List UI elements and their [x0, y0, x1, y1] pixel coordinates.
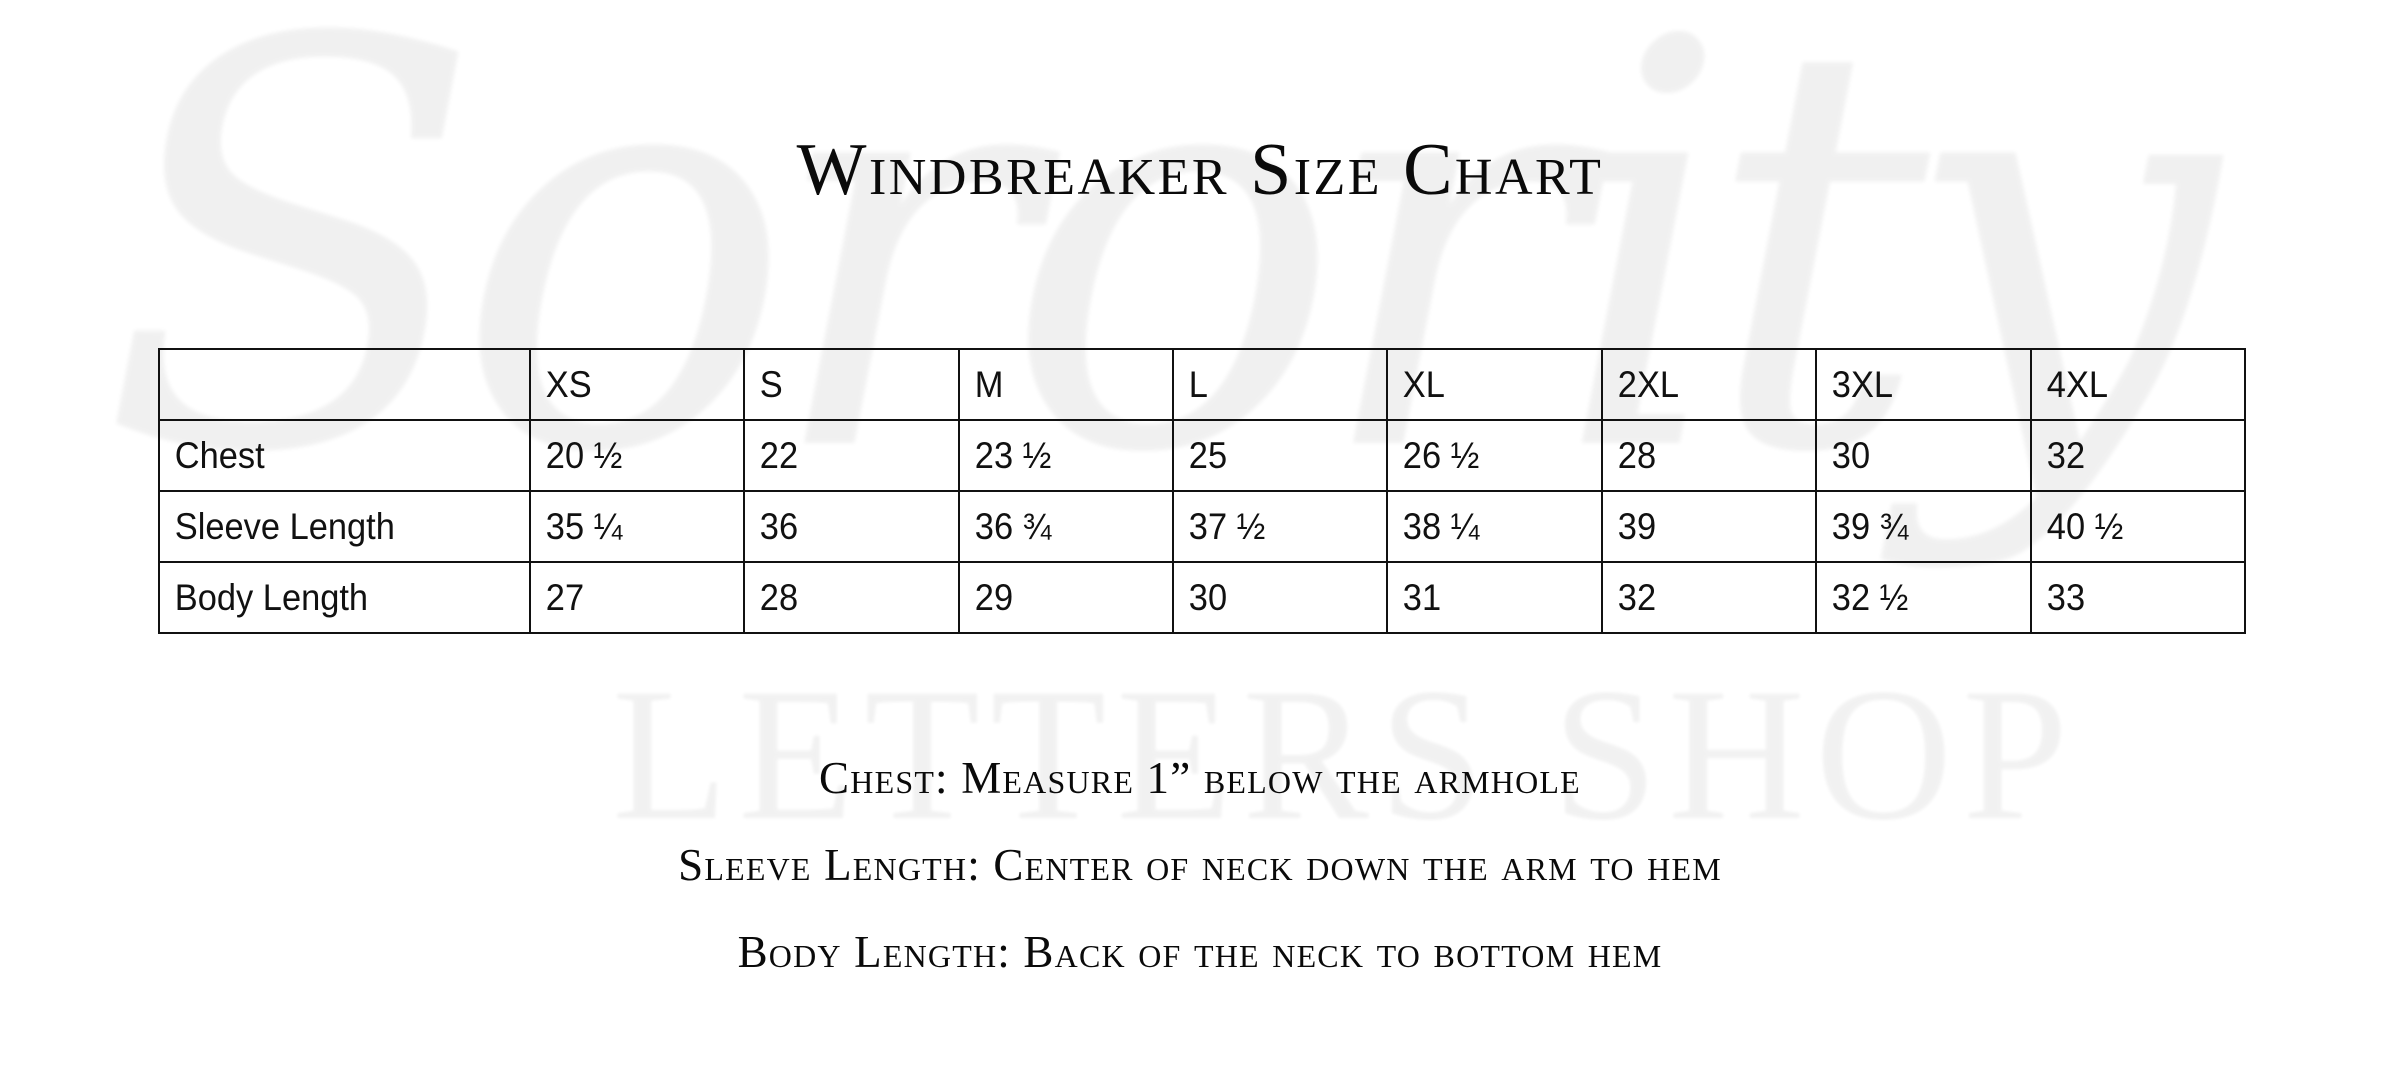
note-body-length: Body Length: Back of the neck to bottom …: [737, 927, 1663, 977]
size-table-container: XS S M L XL 2XL 3XL 4XL Chest 20 ½ 22: [158, 348, 2246, 634]
cell-chest-m: 23 ½: [957, 419, 1159, 492]
cell-chest-xl: 26 ½: [1386, 419, 1588, 492]
cell-body-s: 28: [743, 561, 945, 634]
cell-sleeve-xl: 38 ¼: [1386, 490, 1588, 563]
page-title: Windbreaker Size Chart: [796, 129, 1604, 211]
cell-chest-4xl: 32: [2029, 419, 2231, 492]
row-label-body-length: Body Length: [158, 561, 505, 634]
measurement-instructions: Chest: Measure 1” below the armhole Slee…: [0, 735, 2400, 996]
cell-sleeve-xs: 35 ¼: [528, 490, 731, 563]
cell-sleeve-m: 36 ¾: [957, 490, 1159, 563]
header-measurement-blank: [158, 348, 505, 421]
header-size-l: L: [1171, 348, 1374, 421]
cell-sleeve-4xl: 40 ½: [2029, 490, 2231, 563]
row-label-sleeve-length: Sleeve Length: [158, 490, 505, 563]
header-size-s: S: [743, 348, 945, 421]
cell-body-xl: 31: [1386, 561, 1588, 634]
cell-body-4xl: 33: [2029, 561, 2231, 634]
cell-chest-3xl: 30: [1815, 419, 2017, 492]
note-sleeve-length: Sleeve Length: Center of neck down the a…: [678, 840, 1722, 890]
cell-sleeve-s: 36: [743, 490, 945, 563]
cell-body-3xl: 32 ½: [1815, 561, 2017, 634]
cell-sleeve-l: 37 ½: [1171, 490, 1374, 563]
cell-body-l: 30: [1171, 561, 1374, 634]
cell-body-xs: 27: [528, 561, 731, 634]
cell-sleeve-2xl: 39: [1600, 490, 1803, 563]
cell-body-m: 29: [957, 561, 1159, 634]
header-size-m: M: [957, 348, 1159, 421]
header-size-2xl: 2XL: [1600, 348, 1803, 421]
cell-chest-l: 25: [1171, 419, 1374, 492]
cell-sleeve-3xl: 39 ¾: [1815, 490, 2017, 563]
cell-chest-s: 22: [743, 419, 945, 492]
header-size-3xl: 3XL: [1815, 348, 2017, 421]
row-label-chest: Chest: [158, 419, 505, 492]
header-size-xs: XS: [528, 348, 731, 421]
size-chart-table: XS S M L XL 2XL 3XL 4XL Chest 20 ½ 22: [158, 348, 2246, 634]
cell-body-2xl: 32: [1600, 561, 1803, 634]
note-chest: Chest: Measure 1” below the armhole: [819, 753, 1581, 803]
header-size-4xl: 4XL: [2029, 348, 2231, 421]
cell-chest-xs: 20 ½: [528, 419, 731, 492]
header-size-xl: XL: [1386, 348, 1588, 421]
table-header-row: XS S M L XL 2XL 3XL 4XL: [158, 348, 2245, 421]
cell-chest-2xl: 28: [1600, 419, 1803, 492]
table-row: Body Length 27 28 29 30 31 32 32 ½ 33: [158, 561, 2245, 634]
table-row: Sleeve Length 35 ¼ 36 36 ¾ 37 ½ 38 ¼ 39 …: [158, 490, 2245, 563]
table-row: Chest 20 ½ 22 23 ½ 25 26 ½ 28 30 32: [158, 419, 2245, 492]
